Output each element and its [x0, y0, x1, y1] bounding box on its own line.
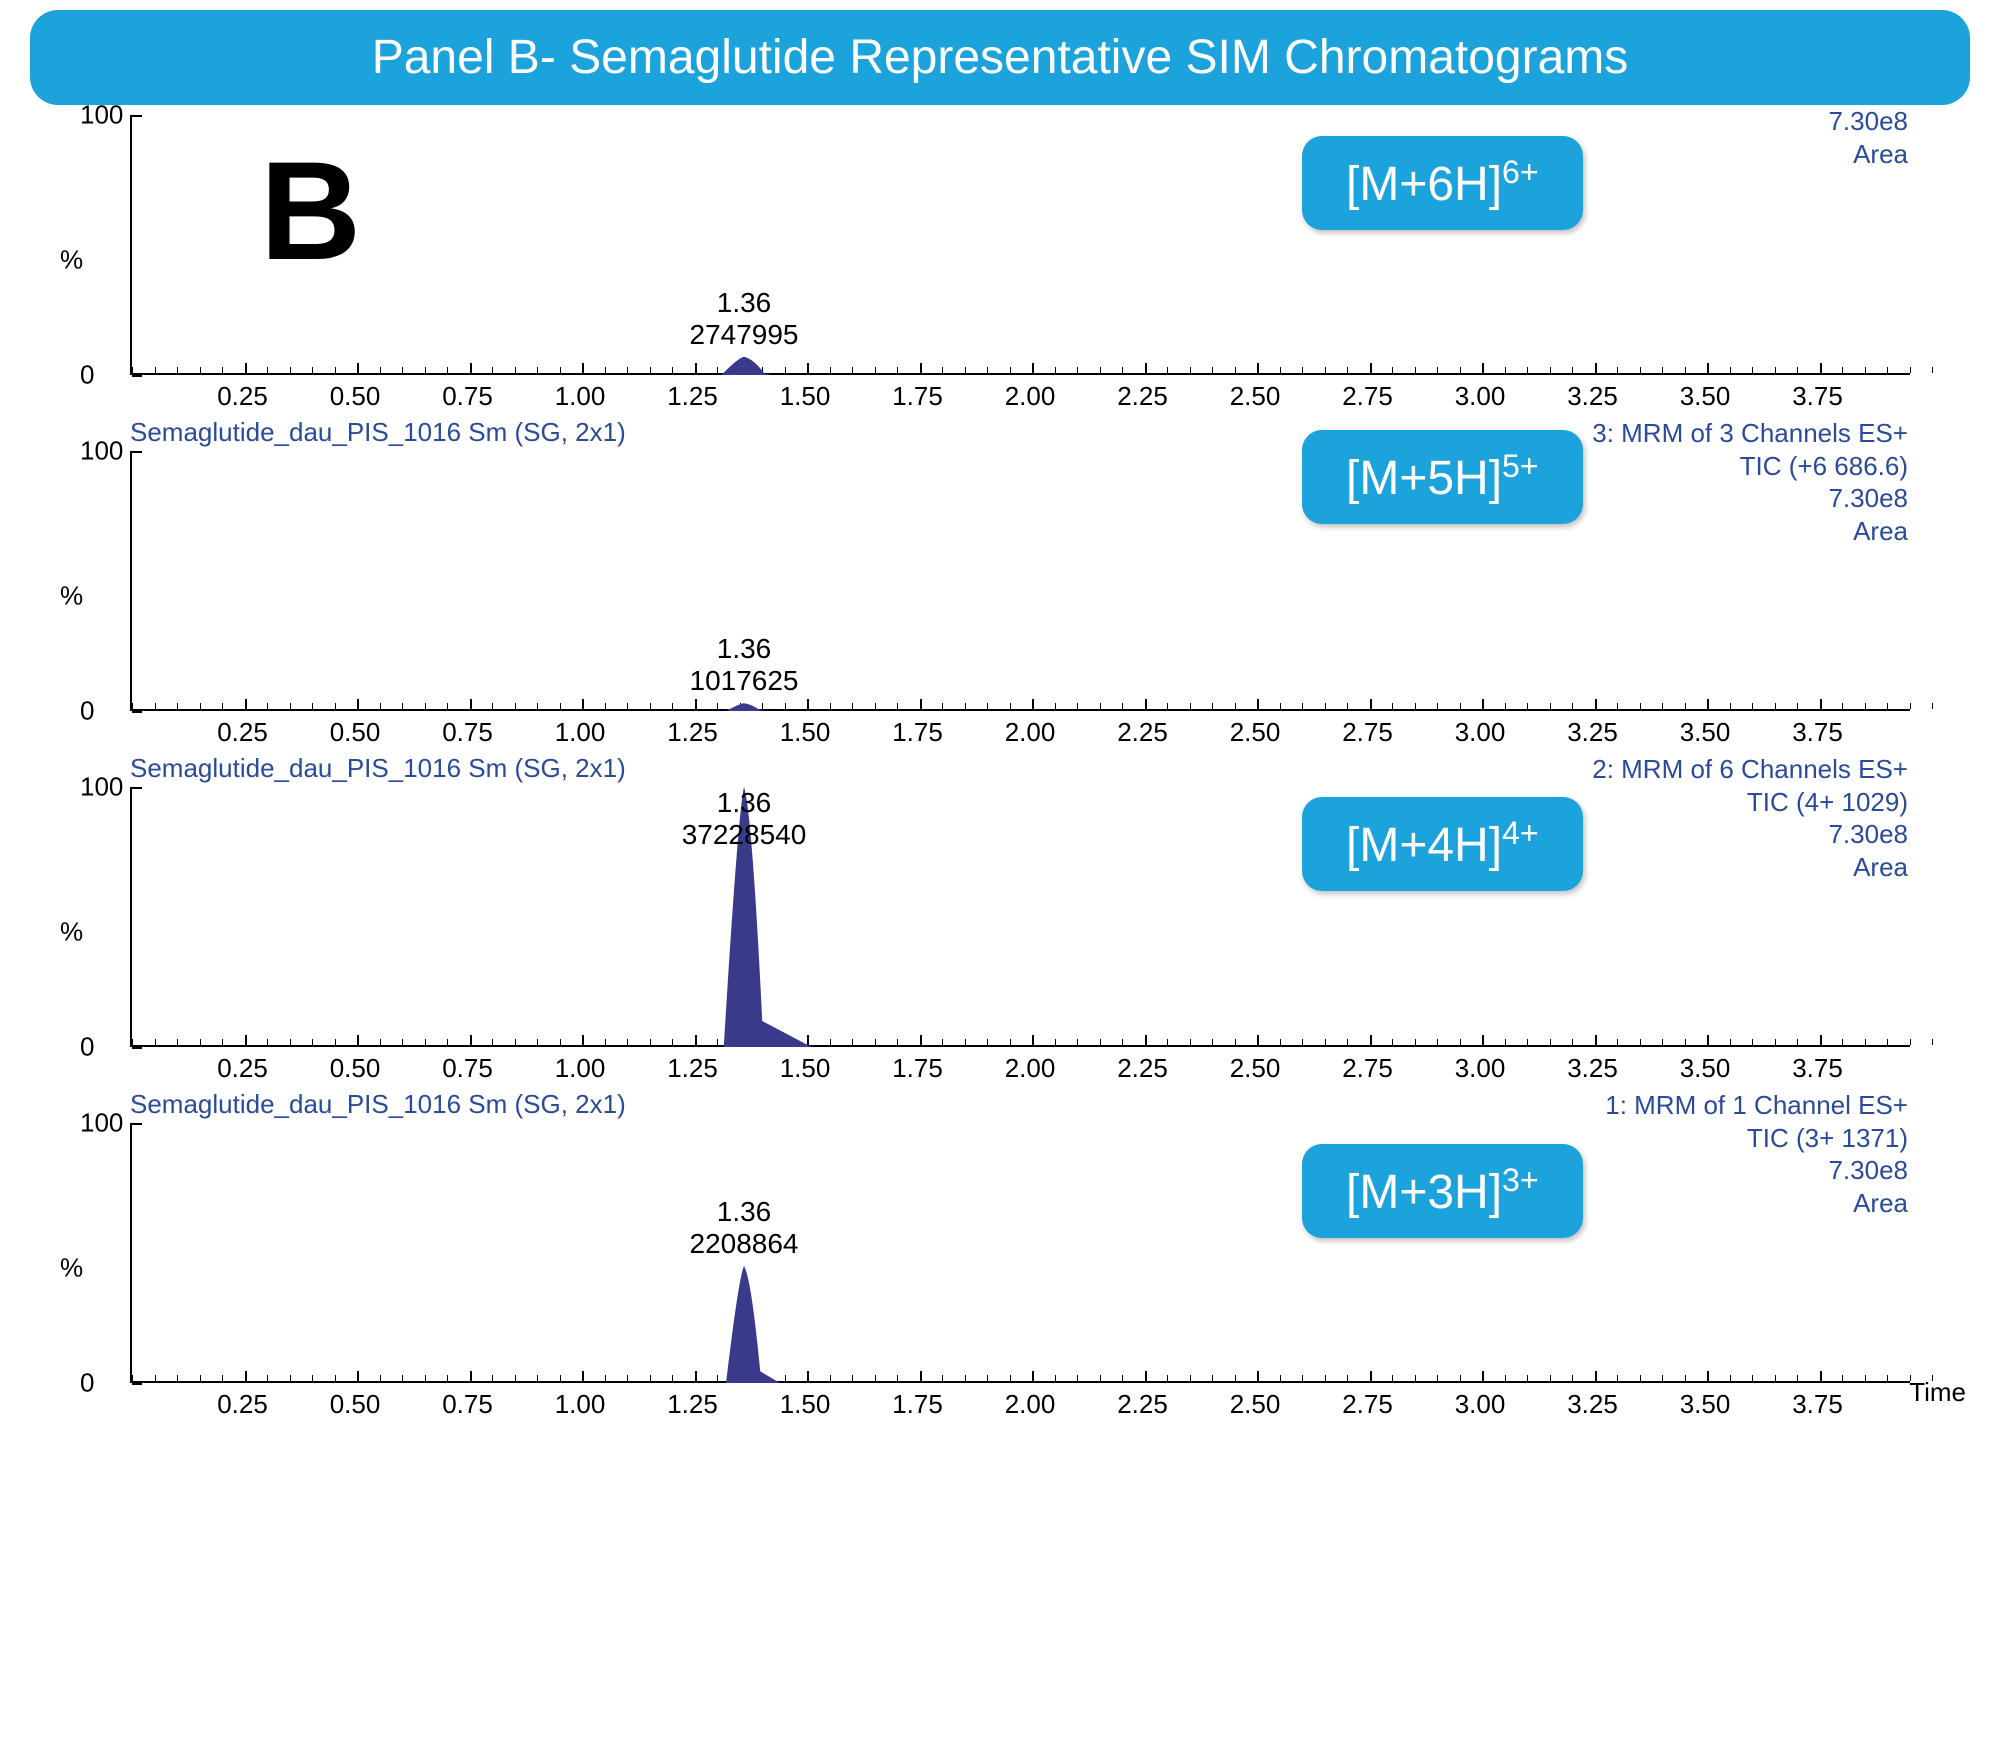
y-axis-unit: %	[60, 245, 83, 276]
x-tick-label: 0.75	[442, 1389, 493, 1420]
chromatogram-chart: 1.362747995[M+6H]6+0100%0.250.500.751.00…	[30, 115, 1970, 405]
x-tick-label: 3.75	[1792, 381, 1843, 412]
title-banner: Panel B- Semaglutide Representative SIM …	[30, 10, 1970, 105]
x-ticks: 0.250.500.751.001.251.501.752.002.252.50…	[130, 1047, 1910, 1077]
x-tick-label: 3.75	[1792, 1053, 1843, 1084]
x-tick-label: 3.00	[1455, 1053, 1506, 1084]
peak-label: 1.362208864	[689, 1196, 798, 1260]
x-ticks: 0.250.500.751.001.251.501.752.002.252.50…	[130, 1383, 1910, 1413]
x-tick-label: 1.50	[780, 1389, 831, 1420]
x-tick-label: 2.75	[1342, 1053, 1393, 1084]
x-tick-label: 1.25	[667, 717, 718, 748]
ion-charge-badge: [M+4H]4+	[1302, 797, 1583, 891]
x-tick-label: 1.00	[555, 717, 606, 748]
right-metadata: 1: MRM of 1 Channel ES+TIC (3+ 1371)7.30…	[1605, 1089, 1908, 1219]
x-tick-label: 0.75	[442, 1053, 493, 1084]
peak-shape	[726, 1266, 780, 1383]
x-tick-label: 0.50	[330, 717, 381, 748]
x-tick-label: 0.50	[330, 1389, 381, 1420]
peak-label: 1.362747995	[689, 287, 798, 351]
y-axis-unit: %	[60, 1253, 83, 1284]
x-tick-label: 2.50	[1230, 381, 1281, 412]
x-tick-label: 1.50	[780, 717, 831, 748]
x-tick-label: 3.00	[1455, 381, 1506, 412]
x-tick-label: 0.25	[217, 1053, 268, 1084]
x-tick-label: 1.25	[667, 381, 718, 412]
chromatogram-chart: Semaglutide_dau_PIS_1016 Sm (SG, 2x1)1.3…	[30, 451, 1970, 741]
x-tick-label: 3.75	[1792, 1389, 1843, 1420]
x-tick-label: 3.50	[1680, 381, 1731, 412]
x-tick-label: 1.50	[780, 1053, 831, 1084]
x-tick-label: 1.00	[555, 381, 606, 412]
x-tick-label: 3.25	[1567, 717, 1618, 748]
y-axis-unit: %	[60, 581, 83, 612]
plot-area: 1.362747995 [M+6H]6+	[130, 115, 1910, 375]
y-axis-unit: %	[60, 917, 83, 948]
x-tick-label: 3.25	[1567, 1389, 1618, 1420]
x-axis-title: Time	[1909, 1377, 1966, 1408]
right-metadata: 3: MRM of 3 Channels ES+TIC (+6 686.6)7.…	[1592, 417, 1908, 547]
x-tick-label: 0.50	[330, 1053, 381, 1084]
x-tick-label: 1.00	[555, 1389, 606, 1420]
x-tick-label: 3.00	[1455, 717, 1506, 748]
peak-label: 1.361017625	[689, 633, 798, 697]
x-tick-label: 2.00	[1005, 1053, 1056, 1084]
x-tick-label: 2.75	[1342, 381, 1393, 412]
x-ticks: 0.250.500.751.001.251.501.752.002.252.50…	[130, 711, 1910, 741]
ion-charge-badge: [M+6H]6+	[1302, 136, 1583, 230]
right-metadata: 7.30e8Area	[1828, 105, 1908, 170]
x-tick-label: 3.50	[1680, 1389, 1731, 1420]
peak-svg	[132, 115, 1932, 375]
x-tick-label: 3.25	[1567, 1053, 1618, 1084]
x-tick-label: 1.75	[892, 381, 943, 412]
x-tick-label: 1.75	[892, 1389, 943, 1420]
x-tick-label: 2.00	[1005, 717, 1056, 748]
x-tick-label: 2.25	[1117, 381, 1168, 412]
x-minor-tick	[1932, 367, 1933, 373]
x-tick-label: 2.50	[1230, 717, 1281, 748]
x-tick-label: 1.75	[892, 717, 943, 748]
x-tick-label: 2.25	[1117, 717, 1168, 748]
x-tick-label: 0.25	[217, 381, 268, 412]
x-tick-label: 1.00	[555, 1053, 606, 1084]
x-tick-label: 2.00	[1005, 381, 1056, 412]
x-tick-label: 0.75	[442, 381, 493, 412]
x-minor-tick	[1932, 703, 1933, 709]
x-tick-label: 0.25	[217, 717, 268, 748]
x-ticks: 0.250.500.751.001.251.501.752.002.252.50…	[130, 375, 1910, 405]
x-tick-label: 2.50	[1230, 1053, 1281, 1084]
right-metadata: 2: MRM of 6 Channels ES+TIC (4+ 1029)7.3…	[1592, 753, 1908, 883]
x-tick-label: 0.75	[442, 717, 493, 748]
x-tick-label: 2.75	[1342, 1389, 1393, 1420]
x-tick-label: 3.50	[1680, 1053, 1731, 1084]
x-tick-label: 2.50	[1230, 1389, 1281, 1420]
x-tick-label: 1.25	[667, 1389, 718, 1420]
ion-charge-badge: [M+3H]3+	[1302, 1144, 1583, 1238]
chart-body: 1.362747995[M+6H]6+0100%0.250.500.751.00…	[130, 115, 1910, 405]
x-tick-label: 1.75	[892, 1053, 943, 1084]
x-tick-label: 3.00	[1455, 1389, 1506, 1420]
charts-container: 1.362747995[M+6H]6+0100%0.250.500.751.00…	[10, 115, 1990, 1413]
x-tick-label: 3.50	[1680, 717, 1731, 748]
x-tick-label: 0.25	[217, 1389, 268, 1420]
chromatogram-chart: Semaglutide_dau_PIS_1016 Sm (SG, 2x1)1.3…	[30, 1123, 1970, 1413]
x-tick-label: 2.25	[1117, 1389, 1168, 1420]
x-tick-label: 2.75	[1342, 717, 1393, 748]
x-minor-tick	[1932, 1039, 1933, 1045]
x-tick-label: 1.25	[667, 1053, 718, 1084]
chromatogram-chart: Semaglutide_dau_PIS_1016 Sm (SG, 2x1)1.3…	[30, 787, 1970, 1077]
y-tick-label: 100	[80, 100, 1900, 131]
x-tick-label: 2.25	[1117, 1053, 1168, 1084]
x-tick-label: 3.75	[1792, 717, 1843, 748]
panel-letter: B	[260, 130, 361, 292]
x-tick-label: 1.50	[780, 381, 831, 412]
x-tick-label: 2.00	[1005, 1389, 1056, 1420]
x-tick-label: 0.50	[330, 381, 381, 412]
x-tick-label: 3.25	[1567, 381, 1618, 412]
